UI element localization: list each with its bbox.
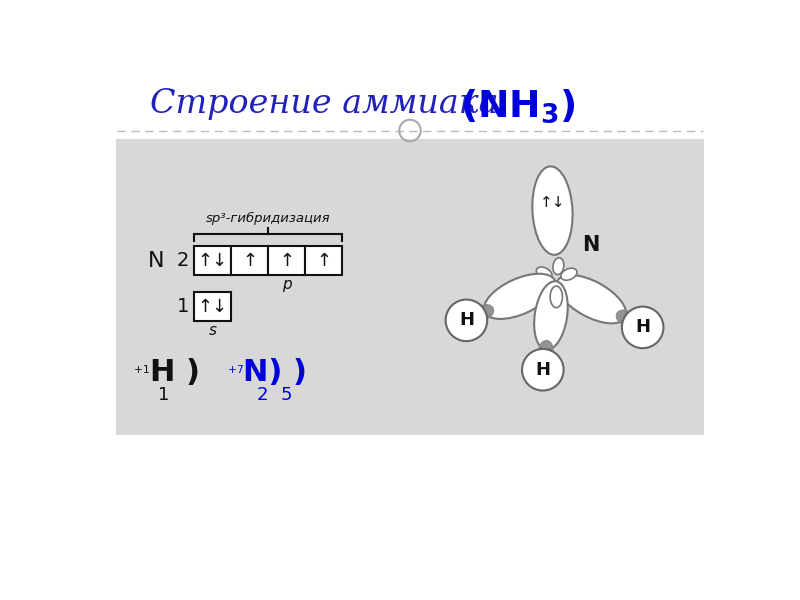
Bar xyxy=(194,246,231,275)
Text: 1: 1 xyxy=(177,298,189,316)
Circle shape xyxy=(622,307,663,348)
Text: p: p xyxy=(282,277,292,292)
Bar xyxy=(268,246,306,275)
Text: ↑: ↑ xyxy=(279,251,294,269)
Text: ↑↓: ↑↓ xyxy=(540,196,565,211)
Text: 1: 1 xyxy=(158,386,170,404)
Text: N: N xyxy=(148,251,164,271)
Text: 2: 2 xyxy=(257,386,268,404)
Text: H: H xyxy=(535,361,550,379)
Ellipse shape xyxy=(484,274,556,319)
Circle shape xyxy=(522,349,564,391)
Text: ↑↓: ↑↓ xyxy=(198,251,228,269)
Bar xyxy=(306,246,342,275)
Text: ↑↓: ↑↓ xyxy=(198,298,228,316)
Text: N: N xyxy=(582,235,600,255)
Text: $\mathbf{(NH_3)}$: $\mathbf{(NH_3)}$ xyxy=(460,88,575,125)
Bar xyxy=(231,246,268,275)
Ellipse shape xyxy=(553,258,564,275)
Text: H ): H ) xyxy=(150,358,200,387)
Text: Строение аммиака: Строение аммиака xyxy=(150,88,509,121)
FancyBboxPatch shape xyxy=(116,139,704,436)
Bar xyxy=(194,292,231,322)
Ellipse shape xyxy=(561,268,577,280)
Ellipse shape xyxy=(532,166,573,255)
Text: H: H xyxy=(459,311,474,329)
Ellipse shape xyxy=(536,267,552,280)
Text: ↑: ↑ xyxy=(242,251,258,269)
Ellipse shape xyxy=(616,310,634,325)
Text: s: s xyxy=(209,323,217,338)
Text: sp³-гибридизация: sp³-гибридизация xyxy=(206,212,330,225)
Text: N) ): N) ) xyxy=(243,358,307,387)
Text: $_{+1}$: $_{+1}$ xyxy=(133,361,150,376)
Ellipse shape xyxy=(476,305,494,319)
Text: 2: 2 xyxy=(177,251,189,270)
Circle shape xyxy=(446,299,487,341)
Ellipse shape xyxy=(550,286,562,308)
Text: 5: 5 xyxy=(281,386,293,404)
Ellipse shape xyxy=(557,275,626,323)
Text: $_{+7}$: $_{+7}$ xyxy=(227,361,245,376)
Text: H: H xyxy=(635,319,650,337)
Text: ↑: ↑ xyxy=(316,251,331,269)
Ellipse shape xyxy=(534,281,568,350)
Ellipse shape xyxy=(539,341,553,359)
